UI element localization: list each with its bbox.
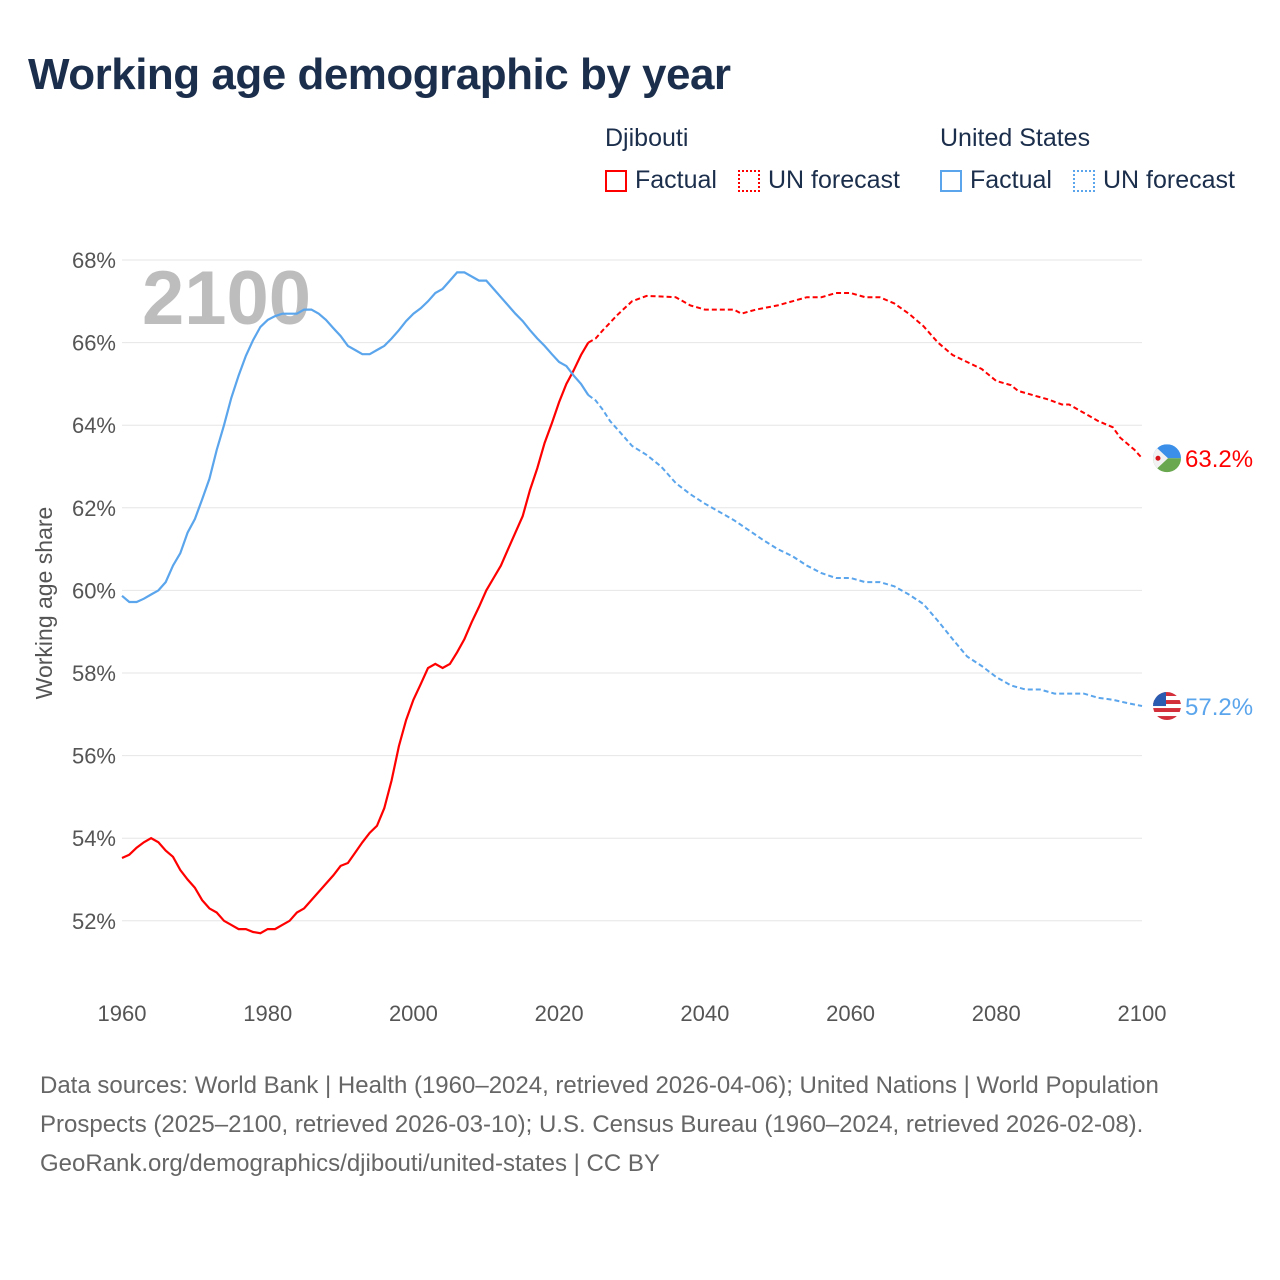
- y-axis-label: Working age share: [31, 507, 57, 700]
- y-tick-label: 68%: [72, 248, 116, 273]
- legend-swatch-dotted: [738, 169, 760, 192]
- flag-stripe: [1153, 716, 1181, 721]
- legend-label: UN forecast: [768, 166, 900, 194]
- legend-djibouti-forecast[interactable]: UN forecast: [738, 166, 900, 195]
- x-tick-label: 1980: [243, 1001, 292, 1026]
- legend-label: Factual: [635, 166, 717, 194]
- footer: Data sources: World Bank | Health (1960–…: [40, 1066, 1240, 1183]
- attribution-link[interactable]: GeoRank.org/demographics/djibouti/united…: [40, 1150, 660, 1177]
- djibouti-flag-icon: [1153, 444, 1181, 473]
- legend-swatch-solid: [605, 169, 627, 192]
- x-tick-label: 2100: [1118, 1001, 1167, 1026]
- legend-us-factual[interactable]: Factual: [940, 166, 1052, 195]
- data-sources: Data sources: World Bank | Health (1960–…: [40, 1072, 1159, 1138]
- x-tick-label: 2080: [972, 1001, 1021, 1026]
- legend-djibouti-factual[interactable]: Factual: [605, 166, 717, 195]
- legend-label: UN forecast: [1103, 166, 1235, 194]
- legend-swatch-solid: [940, 169, 962, 192]
- flag-stripe: [1153, 712, 1181, 717]
- y-tick-label: 64%: [72, 413, 116, 438]
- year-watermark: 2100: [142, 256, 311, 341]
- flag-canton: [1153, 692, 1166, 707]
- y-tick-label: 54%: [72, 826, 116, 851]
- y-tick-label: 66%: [72, 331, 116, 356]
- united-states-flag-icon: [1153, 692, 1181, 721]
- y-tick-label: 60%: [72, 578, 116, 603]
- y-tick-label: 58%: [72, 661, 116, 686]
- line-chart: 52% 54% 56% 58% 60% 62% 64% 66% 68% 1960 1980 2000 2…: [31, 248, 1253, 1026]
- flag-stripe: [1153, 708, 1181, 713]
- flag-stripe: [1153, 692, 1181, 697]
- flag-stripe: [1153, 696, 1181, 701]
- series-line-forecast-1: [587, 394, 1143, 707]
- flag-body: [1153, 444, 1181, 473]
- legend-us-forecast[interactable]: UN forecast: [1073, 166, 1235, 195]
- x-tick-label: 1960: [98, 1001, 147, 1026]
- legend-label: Factual: [970, 166, 1052, 194]
- chart-title: Working age demographic by year: [28, 50, 731, 99]
- legend-group-djibouti: Djibouti: [605, 124, 689, 152]
- flag-stripe: [1153, 700, 1181, 705]
- x-tick-label: 2060: [826, 1001, 875, 1026]
- series-line-factual-1: [121, 271, 590, 604]
- series-line-forecast-0: [587, 292, 1143, 459]
- y-tick-label: 62%: [72, 496, 116, 521]
- end-value-label: 63.2%: [1185, 446, 1253, 473]
- series-line-factual-0: [121, 342, 590, 935]
- x-tick-label: 2040: [680, 1001, 729, 1026]
- end-value-label: 57.2%: [1185, 694, 1253, 721]
- flag-stripe: [1153, 704, 1181, 709]
- y-tick-label: 52%: [72, 909, 116, 934]
- legend-swatch-dotted: [1073, 169, 1095, 192]
- y-tick-label: 56%: [72, 744, 116, 769]
- x-tick-label: 2000: [389, 1001, 438, 1026]
- x-tick-label: 2020: [535, 1001, 584, 1026]
- flag-star: [1155, 455, 1161, 461]
- legend-group-united-states: United States: [940, 124, 1091, 152]
- flag-body: [1153, 692, 1181, 721]
